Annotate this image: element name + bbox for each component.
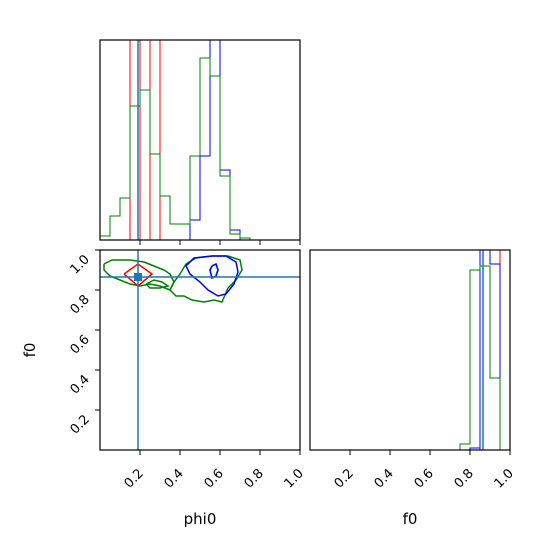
phi0-f0-contour-panel: 0.2 0.4 0.6 0.8 1.0 0.2 0.4 0.6 0.8 1.0 (68, 249, 307, 491)
contour-line (145, 279, 170, 289)
x-tick-label: 0.4 (372, 466, 397, 491)
y-tick-label: 0.2 (68, 412, 93, 437)
phi0-marginal-panel (99, 39, 301, 245)
truth-marker (134, 273, 142, 281)
x-tick-label: 0.8 (242, 466, 267, 491)
histogram-series (310, 249, 510, 451)
x-axis-label-phi0: phi0 (184, 510, 217, 528)
x-tick-label: 0.2 (332, 466, 357, 491)
x-tick-label: 0.2 (122, 466, 147, 491)
axes-frame (99, 249, 301, 451)
axes-frame (309, 249, 511, 451)
y-tick-label: 0.4 (68, 372, 93, 397)
contour-line (185, 255, 239, 297)
x-tick-label: 0.8 (452, 466, 477, 491)
histogram-series (100, 57, 300, 241)
contour-line (209, 262, 219, 280)
x-tick-label: 1.0 (492, 466, 517, 491)
x-tick-label: 0.6 (202, 466, 227, 491)
axes-frame (99, 39, 301, 241)
x-tick-label: 1.0 (282, 466, 307, 491)
x-tick-label: 0.4 (162, 466, 187, 491)
y-tick-label: 0.8 (68, 292, 93, 317)
x-axis-label-f0: f0 (403, 510, 418, 528)
contour-line (123, 263, 154, 287)
x-tick-label: 0.6 (412, 466, 437, 491)
y-tick-label: 1.0 (68, 252, 93, 277)
f0-marginal-panel: 0.2 0.4 0.6 0.8 1.0 (309, 249, 517, 491)
y-axis-label-f0: f0 (21, 343, 39, 358)
contour-line (169, 255, 243, 303)
y-tick-label: 0.6 (68, 332, 93, 357)
